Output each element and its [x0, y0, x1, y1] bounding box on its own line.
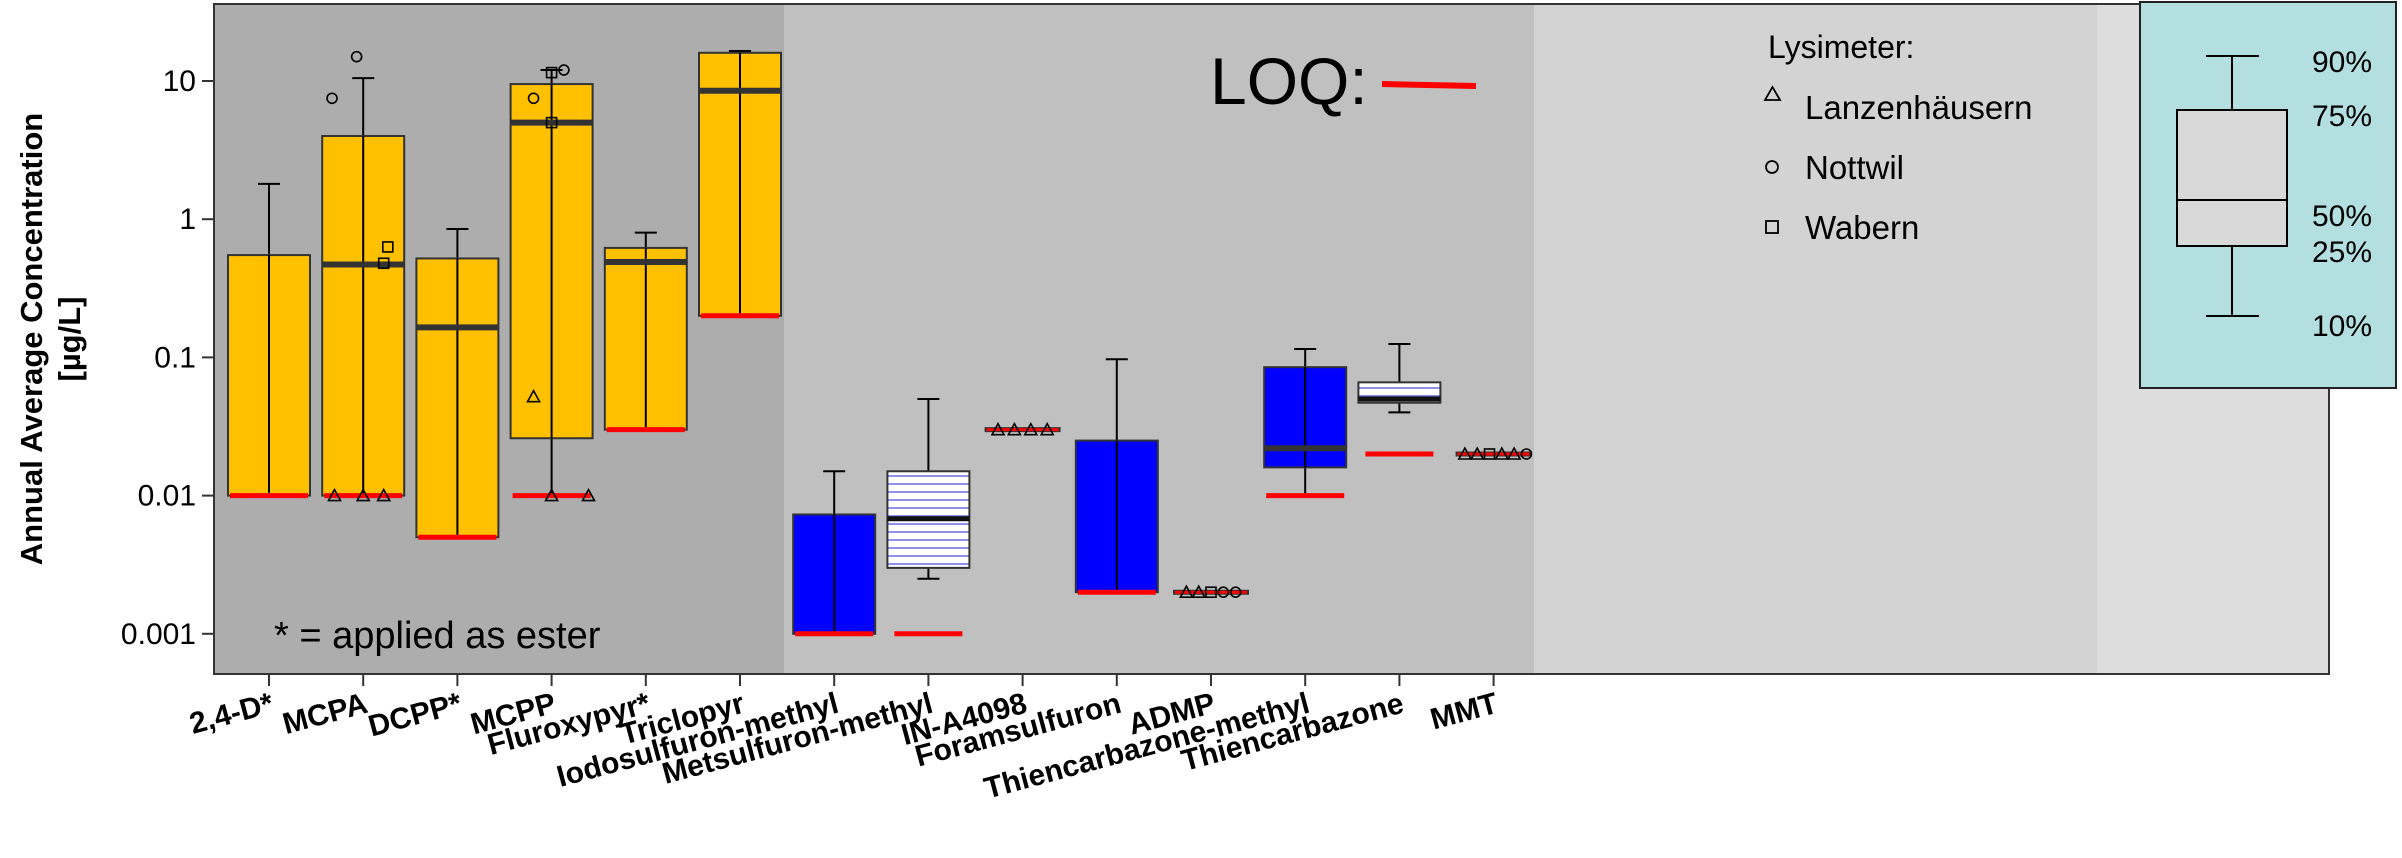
- legend-title: Lysimeter:: [1768, 29, 1914, 65]
- triangle-point: [355, 487, 371, 502]
- box-percentile-key: 90% 75% 50% 25% 10%: [2139, 1, 2397, 389]
- circle-point: [527, 92, 540, 105]
- legend-item-lanzenhausern: Lanzenhäusern: [1763, 85, 2033, 126]
- y-axis-title-line1: Annual Average Concentration: [14, 113, 49, 565]
- y-tick-label: 0.1: [154, 341, 196, 374]
- band-sulfonylureas: [784, 4, 1534, 674]
- triangle-point: [1469, 446, 1485, 460]
- legend-item-label: Lanzenhäusern: [1805, 89, 2033, 126]
- key-label-10: 10%: [2312, 310, 2372, 343]
- legend-item-wabern: Wabern: [1765, 209, 1919, 246]
- y-axis: 0.001 0.01 0.1 1 10: [121, 4, 215, 674]
- box-iodosulfuron-methyl: [792, 470, 877, 637]
- circle-point: [558, 64, 570, 76]
- square-point: [1205, 586, 1217, 598]
- key-label-50: 50%: [2312, 200, 2372, 233]
- box-admp: [1173, 584, 1249, 598]
- circle-point: [1217, 586, 1230, 598]
- square-point: [381, 241, 394, 253]
- square-point: [1483, 448, 1496, 460]
- triangle-point: [581, 487, 596, 502]
- box-series: [227, 49, 1533, 637]
- box-dcpp: [415, 227, 500, 540]
- triangle-point: [1457, 446, 1473, 460]
- lysimeter-legend: Lysimeter: Lanzenhäusern Nottwil Wabern: [1763, 29, 2033, 246]
- box-triclopyr: [698, 49, 782, 319]
- band-empty: [1534, 4, 2097, 674]
- triangle-point: [376, 487, 392, 502]
- y-tick-label: 10: [163, 65, 196, 98]
- ester-note: * = applied as ester: [274, 615, 601, 657]
- triangle-point: [990, 421, 1006, 436]
- triangle-point: [327, 487, 342, 502]
- x-tick-label: MMT: [1427, 687, 1502, 737]
- x-tick-label: DCPP*: [365, 687, 466, 744]
- box-thiencarbazone: [1357, 343, 1442, 457]
- y-axis-title-line2: [µg/L]: [52, 297, 87, 382]
- triangle-point: [1039, 421, 1055, 436]
- y-tick-label: 1: [179, 203, 196, 236]
- legend-item-label: Nottwil: [1805, 149, 1904, 186]
- circle-point: [326, 92, 338, 105]
- triangle-point: [1494, 446, 1510, 460]
- square-marker-icon: [1765, 220, 1779, 234]
- x-tick-label: MCPA: [279, 687, 371, 741]
- key-label-75: 75%: [2312, 100, 2372, 133]
- x-tick-label: 2,4-D*: [186, 687, 277, 741]
- square-point: [545, 66, 558, 79]
- key-box: [2176, 109, 2288, 247]
- box-fluroxypyr: [603, 231, 688, 433]
- triangle-point: [544, 487, 559, 502]
- box-in-a4098: [984, 421, 1061, 436]
- key-label-25: 25%: [2312, 236, 2372, 269]
- loq-swatch: [1381, 81, 1477, 89]
- circle-point: [1520, 448, 1533, 460]
- triangle-point: [1007, 421, 1022, 436]
- box-mmt: [1455, 446, 1533, 460]
- box-mcpp: [509, 64, 596, 502]
- y-tick-label: 0.001: [121, 618, 196, 651]
- triangle-point: [526, 388, 541, 403]
- triangle-marker-icon: [1763, 85, 1782, 101]
- square-point: [545, 116, 558, 129]
- box-2-4-d: [227, 182, 311, 499]
- triangle-point: [1506, 446, 1522, 460]
- y-tick-label: 0.01: [138, 480, 196, 513]
- key-label-90: 90%: [2312, 46, 2372, 79]
- y-axis-title: Annual Average Concentration [µg/L]: [14, 113, 87, 565]
- box-thiencarbazone-methyl: [1263, 348, 1348, 499]
- triangle-point: [1179, 584, 1194, 598]
- triangle-point: [1023, 421, 1039, 436]
- legend-item-nottwil: Nottwil: [1765, 149, 1904, 186]
- circle-marker-icon: [1765, 160, 1779, 174]
- circle-point: [350, 50, 363, 63]
- square-point: [377, 257, 390, 270]
- triangle-point: [1191, 584, 1207, 598]
- box-mcpa: [321, 50, 406, 502]
- circle-point: [1229, 586, 1242, 598]
- legend-item-label: Wabern: [1805, 209, 1919, 246]
- loq-annotation: LOQ:: [1210, 44, 1477, 118]
- loq-label: LOQ:: [1210, 44, 1368, 118]
- box-metsulfuron-methyl: [886, 398, 971, 637]
- box-foramsulfuron: [1074, 358, 1159, 595]
